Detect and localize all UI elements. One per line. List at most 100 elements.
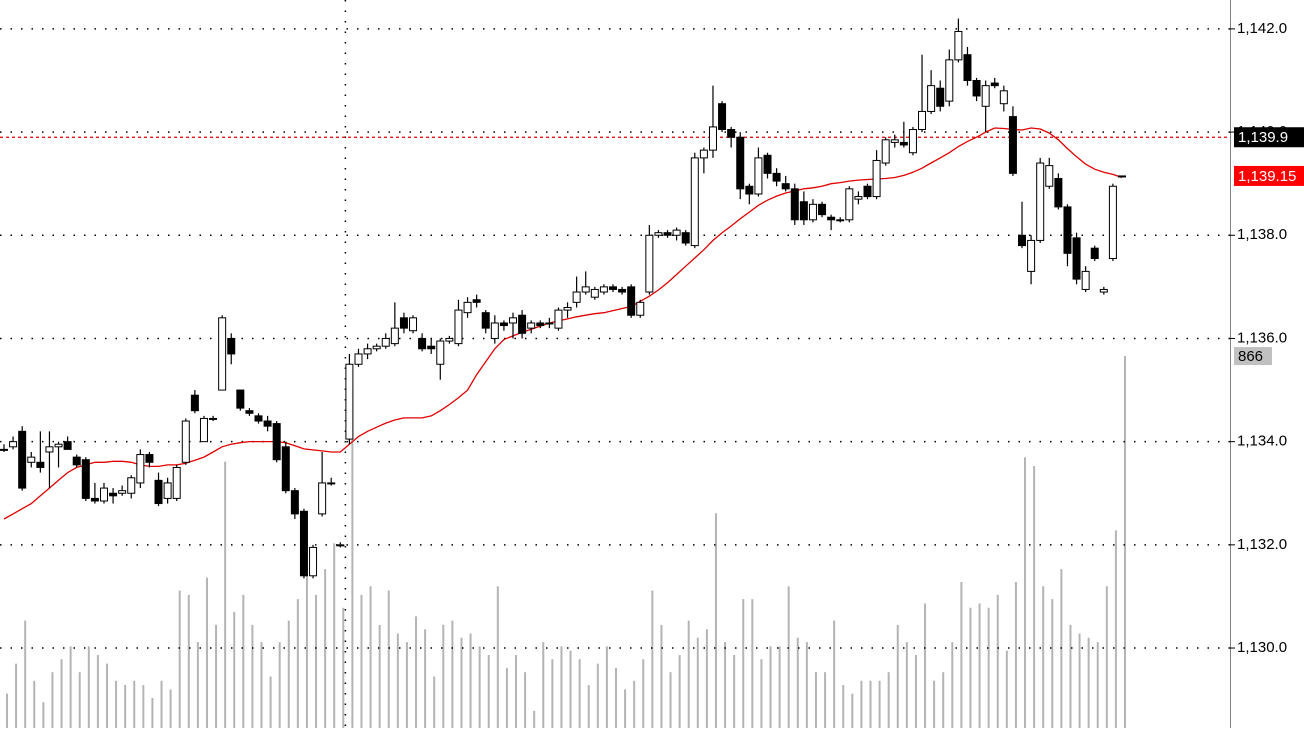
price-tag [1234,165,1304,186]
price-layer [0,18,1126,579]
candle-body [781,183,790,190]
candle-body [863,185,872,198]
candle-body [754,157,763,195]
candle-body [363,348,372,355]
candle-body [563,307,572,311]
candle-body [1027,239,1036,272]
y-tick-label: 1,142.0 [1237,20,1287,37]
candle-body [772,172,781,182]
candle-body [1090,247,1099,259]
candle-body [509,317,518,324]
candle-body [736,136,745,190]
candle-body [127,477,136,494]
candle-body [554,309,563,329]
candle-body [954,30,963,61]
candle-body [218,317,227,391]
grid-layer [0,0,1230,728]
candle-body [9,441,18,448]
candle-body [1063,206,1072,254]
candle-body [908,129,917,154]
candle-body [981,85,990,107]
price-tag [1234,127,1304,148]
candle-body [154,479,163,505]
candle-body [936,87,945,107]
candle-body [172,466,181,499]
candle-body [654,232,663,236]
candle-body [481,312,490,329]
candle-body [381,337,390,347]
candle-body [899,141,908,146]
candle-body [599,286,608,293]
candle-body [972,79,981,97]
candle-body [490,322,499,339]
candle-body [463,301,472,314]
candle-body [190,394,199,412]
candle-body [354,353,363,365]
candle-body [890,139,899,143]
candle-body [209,417,218,420]
price-tag-label: 1,139.9 [1238,129,1288,146]
candle-body [327,482,336,485]
candle-body [681,232,690,244]
y-tick-label: 1,134.0 [1237,433,1287,450]
candle-body [236,389,245,409]
candle-body [745,185,754,195]
candle-body [436,340,445,365]
candle-body [399,317,408,329]
volume-tag [1234,347,1272,366]
candle-body [272,423,281,461]
candle-body [45,446,54,453]
candle-body [663,232,672,236]
candle-body [572,291,581,303]
candle-body [1081,270,1090,290]
y-tick-label: 1,138.0 [1237,226,1287,243]
candle-body [845,188,854,221]
candle-body [345,363,354,440]
candle-body [145,454,154,463]
candle-body [918,110,927,131]
candle-body [454,309,463,345]
candle-body [927,85,936,112]
candle-body [0,448,8,451]
y-tick-label: 1,136.0 [1237,329,1287,346]
candle-body [1054,178,1063,208]
candle-body [727,129,736,138]
candle-body [54,443,63,448]
candle-body [99,487,108,502]
candle-body [472,299,481,303]
candle-body [281,446,290,492]
candle-body [1099,288,1108,293]
candle-body [872,159,881,198]
candle-body [818,203,827,216]
candle-body [1108,185,1117,259]
candle-body [645,234,654,293]
candle-body [336,544,345,547]
candle-body [27,456,36,463]
candle-body [18,430,27,489]
candle-body [827,216,836,221]
candle-body [854,196,863,200]
candle-body [690,157,699,247]
candle-body [372,345,381,350]
candle-body [1036,162,1045,241]
candle-body [245,410,254,414]
candle-body [581,286,590,293]
candle-body [90,497,99,502]
candle-body [799,201,808,221]
candle-body [1008,116,1017,174]
candle-body [763,154,772,174]
candle-body [290,490,299,515]
candle-body [545,322,554,325]
candle-body [136,454,145,484]
candle-body [618,288,627,293]
candle-body [718,103,727,131]
candle-body [390,327,399,345]
candle-body [318,482,327,515]
candle-body [81,459,90,499]
candle-body [109,492,118,497]
candle-body [990,82,999,87]
candle-body [63,441,72,450]
price-tag-label: 1,139.15 [1238,168,1296,185]
